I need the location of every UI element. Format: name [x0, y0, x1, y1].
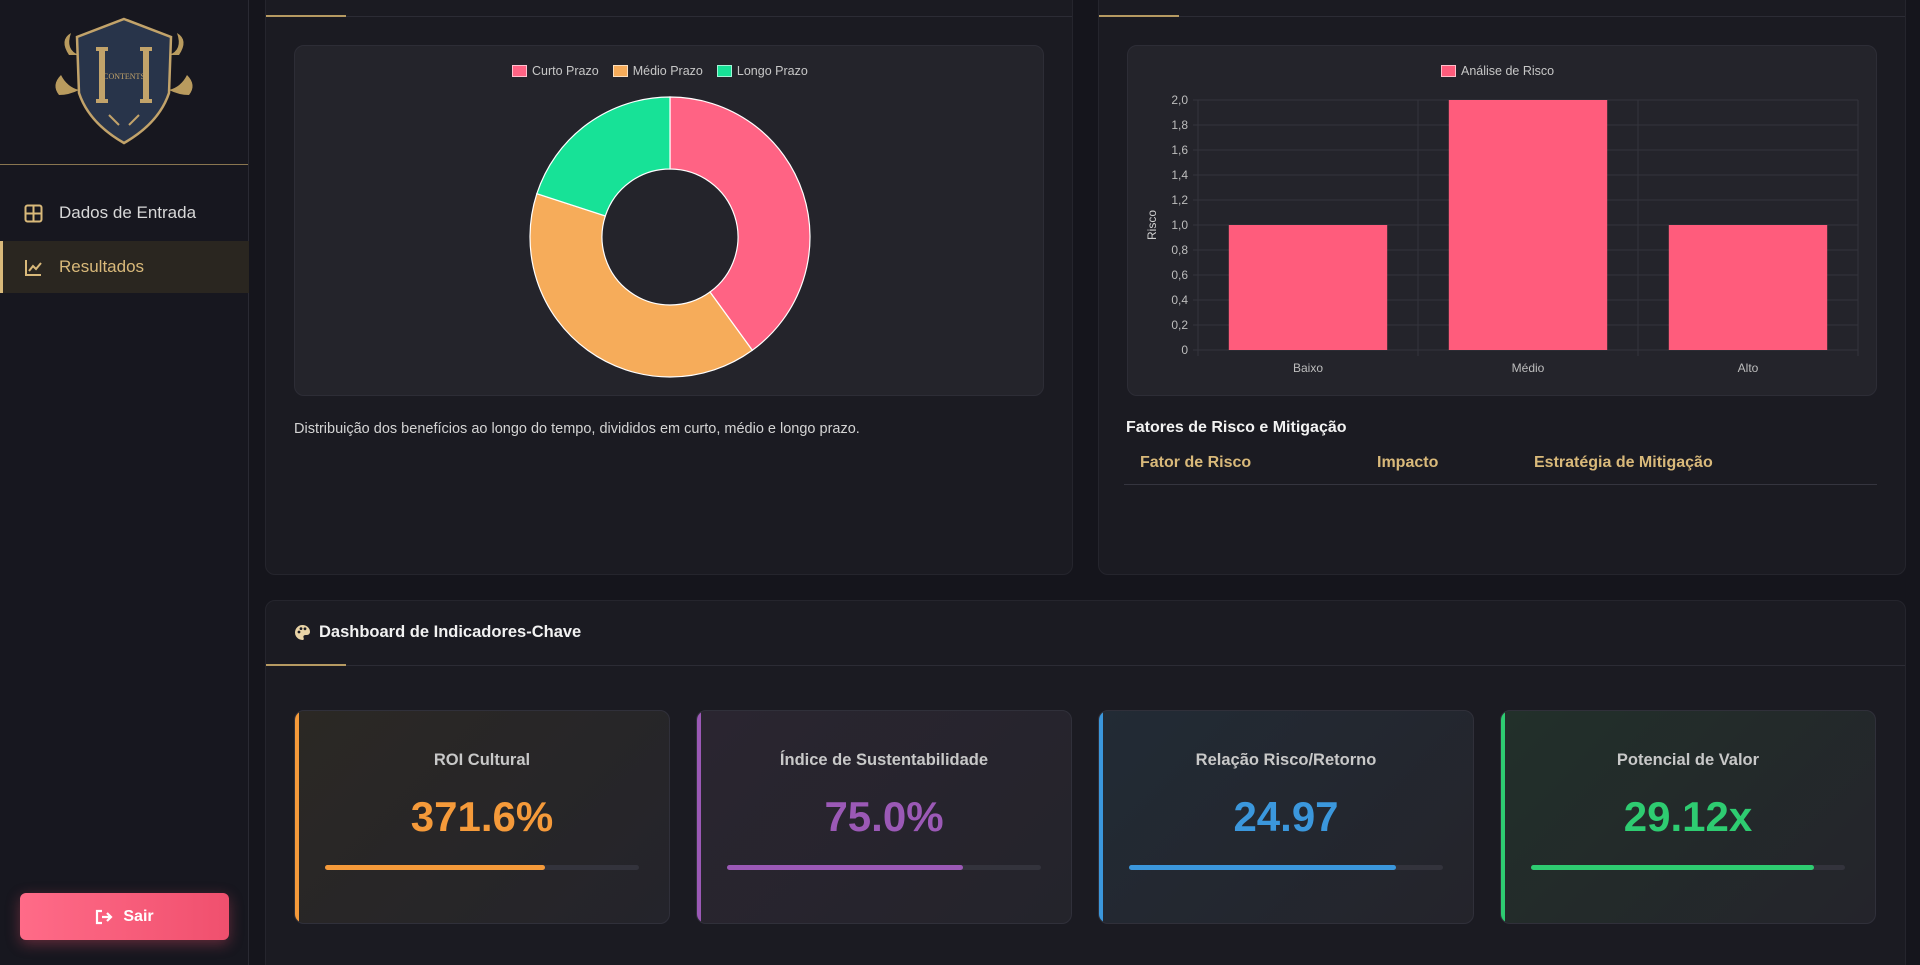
- logo-text: CONTENTS: [103, 72, 145, 81]
- donut-slice-2[interactable]: [536, 96, 671, 217]
- y-tick-label: 2,0: [1171, 93, 1188, 107]
- donut-slice-1[interactable]: [529, 192, 754, 378]
- legend-item[interactable]: Longo Prazo: [716, 64, 808, 78]
- panel-accent: [1099, 15, 1179, 17]
- kpi-label: ROI Cultural: [433, 751, 531, 769]
- sidebar: CONTENTS Dados de Entrada Resultados: [0, 0, 249, 965]
- sidebar-item-resultados[interactable]: Resultados: [0, 241, 249, 293]
- kpi-progress-fill: [727, 865, 963, 870]
- kpi-card-indice-sustentabilidade: Índice de Sustentabilidade 75.0%: [696, 710, 1072, 924]
- y-tick-label: 1,8: [1171, 118, 1188, 132]
- y-tick-label: 1,6: [1171, 143, 1188, 157]
- panel-divider: [266, 16, 1072, 17]
- y-tick-label: 0,2: [1171, 318, 1188, 332]
- legend-item[interactable]: Médio Prazo: [612, 64, 703, 78]
- kpi-stripe: [1099, 711, 1103, 923]
- column-header[interactable]: Estratégia de Mitigação: [1534, 453, 1713, 471]
- x-tick-label: Alto: [1738, 361, 1759, 375]
- crest-logo: CONTENTS: [55, 17, 193, 144]
- bar-chart: 0 0,2 0,4 0,6 0,8 1,0 1,2 1,4 1,6 1,8 2,0 Baixo Médi…: [1145, 93, 1859, 375]
- kpi-stripe: [295, 711, 299, 923]
- y-tick-label: 1,2: [1171, 193, 1188, 207]
- kpi-progress-fill: [1531, 865, 1814, 870]
- x-tick-label: Baixo: [1293, 361, 1323, 375]
- kpi-progress: [727, 865, 1041, 870]
- sidebar-item-label: Resultados: [59, 257, 145, 276]
- kpi-label: Potencial de Valor: [1616, 751, 1760, 769]
- y-tick-label: 0,8: [1171, 243, 1188, 257]
- benefits-legend: Curto Prazo Médio Prazo Longo Prazo: [512, 64, 822, 78]
- legend-item[interactable]: Curto Prazo: [512, 64, 599, 78]
- y-axis-label: Risco: [1145, 210, 1159, 240]
- kpi-card-roi-cultural: ROI Cultural 371.6%: [294, 710, 670, 924]
- benefits-caption: Distribuição dos benefícios ao longo do …: [294, 421, 860, 437]
- y-tick-label: 0,6: [1171, 268, 1188, 282]
- kpi-label: Índice de Sustentabilidade: [779, 751, 989, 769]
- sidebar-item-label: Dados de Entrada: [59, 203, 197, 222]
- benefits-chart: Curto Prazo Médio Prazo Longo Prazo: [294, 45, 1044, 396]
- panel-accent: [266, 664, 346, 666]
- kpi-progress-fill: [1129, 865, 1396, 870]
- column-header[interactable]: Fator de Risco: [1140, 453, 1252, 471]
- kpi-progress: [1129, 865, 1443, 870]
- kpi-label: Relação Risco/Retorno: [1195, 751, 1377, 769]
- risk-panel: Análise de Risco 0 0,2 0,4 0,6 0,8 1,0 1,2 1,4 1…: [1098, 0, 1906, 575]
- logout-label: Sair: [123, 907, 154, 925]
- column-header[interactable]: Impacto: [1377, 453, 1439, 471]
- dashboard-title-text: Dashboard de Indicadores-Chave: [319, 623, 582, 641]
- donut-chart: [529, 96, 811, 378]
- risk-chart: Análise de Risco 0 0,2 0,4 0,6 0,8 1,0 1,2 1,4 1…: [1127, 45, 1877, 396]
- y-tick-label: 1,0: [1171, 218, 1188, 232]
- kpi-progress: [325, 865, 639, 870]
- donut-slice-0[interactable]: [669, 96, 811, 352]
- kpi-progress-fill: [325, 865, 545, 870]
- kpi-card-relacao-risco-retorno: Relação Risco/Retorno 24.97: [1098, 710, 1474, 924]
- sign-out-icon: [96, 909, 113, 924]
- kpi-value: 29.12x: [1623, 793, 1753, 840]
- sidebar-item-dados-de-entrada[interactable]: Dados de Entrada: [0, 187, 249, 239]
- table-icon: [24, 204, 43, 222]
- kpi-value: 24.97: [1233, 793, 1339, 840]
- palette-icon: [295, 625, 310, 640]
- panel-accent: [266, 15, 346, 17]
- kpi-value: 75.0%: [824, 793, 944, 840]
- kpi-stripe: [697, 711, 701, 923]
- kpi-card-potencial-de-valor: Potencial de Valor 29.12x: [1500, 710, 1876, 924]
- bar-médio[interactable]: [1448, 100, 1608, 350]
- bar-baixo[interactable]: [1228, 225, 1388, 350]
- y-tick-label: 0,4: [1171, 293, 1188, 307]
- line-chart-icon: [25, 259, 42, 276]
- logout-button[interactable]: Sair: [20, 893, 229, 940]
- x-tick-label: Médio: [1512, 361, 1545, 375]
- y-tick-label: 0: [1181, 343, 1188, 357]
- kpi-progress: [1531, 865, 1845, 870]
- bar-alto[interactable]: [1668, 225, 1828, 350]
- risk-legend: Análise de Risco: [1441, 64, 1568, 78]
- panel-divider: [1099, 16, 1905, 17]
- risk-table-header: Fator de Risco Impacto Estratégia de Mit…: [1124, 441, 1877, 485]
- dashboard-title: Dashboard de Indicadores-Chave: [294, 623, 581, 642]
- benefits-panel: Curto Prazo Médio Prazo Longo Prazo Dist…: [265, 0, 1073, 575]
- y-tick-label: 1,4: [1171, 168, 1188, 182]
- legend-item[interactable]: Análise de Risco: [1441, 64, 1554, 78]
- kpi-value: 371.6%: [410, 793, 554, 840]
- risk-table-title: Fatores de Risco e Mitigação: [1126, 419, 1347, 436]
- kpi-stripe: [1501, 711, 1505, 923]
- panel-divider: [266, 665, 1905, 666]
- logo: CONTENTS: [0, 0, 248, 165]
